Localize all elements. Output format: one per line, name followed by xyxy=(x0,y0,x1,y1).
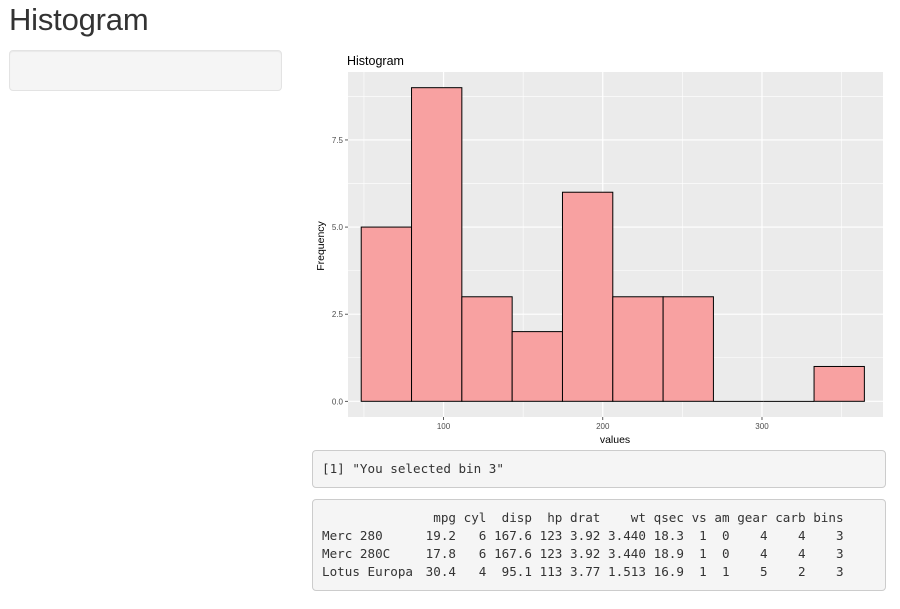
table-cell: 167.6 xyxy=(494,528,532,543)
page-title: Histogram xyxy=(9,2,149,37)
table-cell: 3.440 xyxy=(608,546,646,561)
table-cell: 16.9 xyxy=(653,564,684,579)
table-cell: 3.77 xyxy=(570,564,601,579)
selected-rows-table: mpg cyl disp hp drat wt qsec vs am gear carb bins Me… xyxy=(312,499,886,591)
table-row: Merc 280 19.2 6 167.6 123 3.92 3.440 18.3 1 0 4 4 3 xyxy=(322,527,876,545)
table-cell: 5 xyxy=(759,564,768,579)
table-cell: 0 xyxy=(721,528,730,543)
y-tick-label: 0.0 xyxy=(332,397,344,406)
table-cell: 167.6 xyxy=(494,546,532,561)
y-tick-label: 7.5 xyxy=(332,136,344,145)
table-column-header: cyl xyxy=(463,510,487,525)
table-cell: 1 xyxy=(699,546,707,561)
table-cell: 4 xyxy=(759,528,768,543)
table-column-header: bins xyxy=(813,510,844,525)
table-row-name: Lotus Europa xyxy=(322,564,413,579)
table-body: Merc 280 19.2 6 167.6 123 3.92 3.440 18.3 1 0 4 4 3 M… xyxy=(322,527,876,581)
table-cell: 18.3 xyxy=(653,528,684,543)
table-cell: 4 xyxy=(478,564,487,579)
y-tick-label: 5.0 xyxy=(332,223,344,232)
table-cell: 3 xyxy=(835,564,844,579)
histogram-bar-5[interactable] xyxy=(561,191,614,402)
table-cell: 17.8 xyxy=(425,546,456,561)
table-cell: 1 xyxy=(721,564,730,579)
table-cell: 4 xyxy=(797,546,806,561)
table-cell: 6 xyxy=(478,528,487,543)
table-column-header: disp xyxy=(501,510,532,525)
table-column-header: vs xyxy=(691,510,707,525)
x-tick-label: 100 xyxy=(437,422,451,431)
table-cell: 123 xyxy=(539,528,563,543)
y-axis-label: Frequency xyxy=(315,220,327,270)
table-row-name: Merc 280 xyxy=(322,528,383,543)
table-cell: 1 xyxy=(699,528,707,543)
table-column-header: am xyxy=(714,510,730,525)
table-column-header: wt xyxy=(630,510,646,525)
table-cell: 18.9 xyxy=(653,546,684,561)
table-row-name: Merc 280C xyxy=(322,546,391,561)
x-tick-label: 200 xyxy=(596,422,610,431)
table-cell: 95.1 xyxy=(501,564,532,579)
chart-title: Histogram xyxy=(347,54,404,68)
table-cell: 4 xyxy=(759,546,768,561)
table-cell: 3.440 xyxy=(608,528,646,543)
histogram-bar-7[interactable] xyxy=(662,296,714,402)
table-cell: 3.92 xyxy=(570,546,601,561)
table-cell: 1 xyxy=(699,564,707,579)
histogram-bar-6[interactable] xyxy=(612,296,664,402)
x-tick-label: 300 xyxy=(755,422,769,431)
selected-bin-output: [1] "You selected bin 3" xyxy=(312,450,886,488)
histogram-bar-2[interactable] xyxy=(411,87,463,402)
table-row: Lotus Europa 30.4 4 95.1 113 3.77 1.513 16.9 1 1 5… xyxy=(322,563,876,581)
table-column-header: qsec xyxy=(653,510,684,525)
table-cell: 30.4 xyxy=(425,564,456,579)
table-column-header: carb xyxy=(775,510,806,525)
table-column-header: hp xyxy=(547,510,563,525)
histogram-plot[interactable]: 0.0 2.5 5.0 7.5 100 200 300 Histogram values F… xyxy=(312,47,892,447)
table-cell: 123 xyxy=(539,546,563,561)
table-cell: 4 xyxy=(797,528,806,543)
table-cell: 113 xyxy=(539,564,563,579)
histogram-bar-1[interactable] xyxy=(360,226,413,402)
histogram-bar-4[interactable] xyxy=(511,331,563,402)
sidebar-input-panel xyxy=(9,50,282,91)
y-tick-label: 2.5 xyxy=(332,310,344,319)
histogram-bar-3[interactable] xyxy=(461,296,513,402)
table-header-row: mpg cyl disp hp drat wt qsec vs am gear carb bins xyxy=(322,509,876,527)
x-axis-label: values xyxy=(600,434,630,446)
table-cell: 2 xyxy=(797,564,806,579)
table-cell: 19.2 xyxy=(425,528,456,543)
table-column-header: gear xyxy=(737,510,768,525)
table-cell: 3 xyxy=(835,528,844,543)
table-column-header: drat xyxy=(570,510,601,525)
table-column-header: mpg xyxy=(433,510,456,525)
table-cell: 6 xyxy=(478,546,487,561)
table-row: Merc 280C 17.8 6 167.6 123 3.92 3.440 18.9 1 0 4 4 3 xyxy=(322,545,876,563)
histogram-svg[interactable]: 0.0 2.5 5.0 7.5 100 200 300 Histogram values F… xyxy=(312,47,892,447)
table-cell: 0 xyxy=(721,546,730,561)
table-cell: 1.513 xyxy=(608,564,646,579)
table-cell: 3 xyxy=(835,546,844,561)
selected-bin-text: [1] "You selected bin 3" xyxy=(322,461,504,476)
table-cell: 3.92 xyxy=(570,528,601,543)
histogram-bar-10[interactable] xyxy=(813,365,865,402)
